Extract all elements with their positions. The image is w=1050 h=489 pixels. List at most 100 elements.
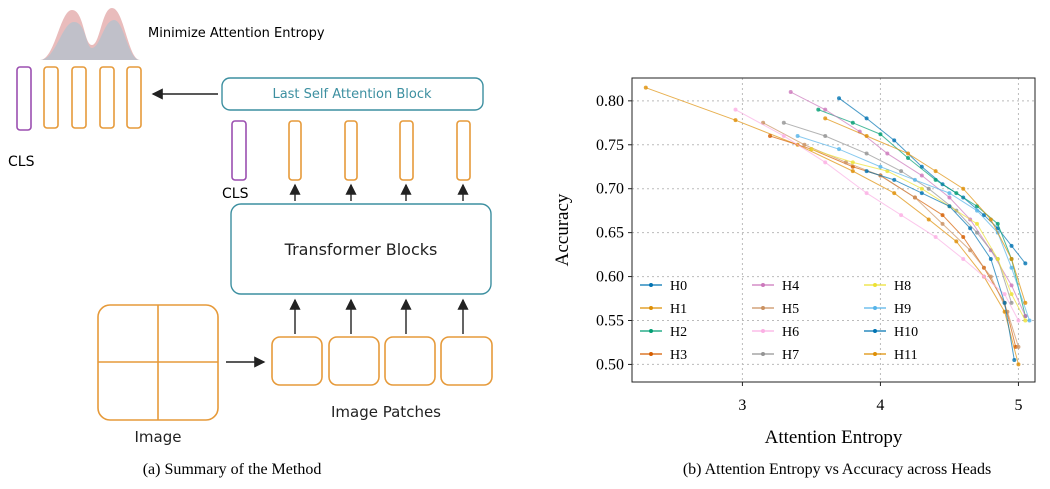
data-point [823,160,827,164]
data-point [851,169,855,173]
legend-label: H2 [670,325,687,340]
data-point [975,209,979,213]
data-point [803,143,807,147]
patches-label: Image Patches [331,403,441,421]
legend-marker [761,352,765,356]
data-point [920,191,924,195]
data-point [1016,318,1020,322]
data-point [1010,257,1014,261]
legend-marker [649,352,653,356]
data-point [1012,358,1016,362]
series-line [839,98,1025,263]
y-tick-label: 0.65 [596,225,624,242]
y-tick-label: 0.50 [596,356,624,373]
data-point [1010,283,1014,287]
token [100,67,114,128]
patch [329,337,379,385]
legend-marker [873,352,877,356]
caption: (a) Summary of the Method [143,461,322,478]
data-point [947,204,951,208]
data-point [968,226,972,230]
legend-label: H1 [670,302,687,317]
data-point [851,160,855,164]
data-point [982,275,986,279]
data-point [823,134,827,138]
data-point [768,134,772,138]
token [289,121,301,180]
y-tick-label: 0.80 [596,93,624,110]
x-tick-label: 3 [738,397,746,414]
caption: (b) Attention Entropy vs Accuracy across… [683,461,991,478]
legend-label: H11 [894,348,918,363]
cls-token [232,121,246,180]
data-point [934,169,938,173]
data-point [734,118,738,122]
block-label: Transformer Blocks [284,240,438,259]
token [400,121,413,180]
series-line [646,88,1019,365]
legend-label: H6 [782,325,799,340]
figure: Minimize Attention Entropy CLS Last Self… [0,0,1050,489]
data-point [920,187,924,191]
data-point [927,217,931,221]
data-point [975,231,979,235]
legend-label: H4 [782,279,799,294]
block-label: Last Self Attention Block [272,87,432,102]
data-point [865,152,869,156]
x-tick-label: 5 [1014,397,1022,414]
y-tick-label: 0.70 [596,181,624,198]
data-point [851,121,855,125]
data-point [920,174,924,178]
legend-label: H10 [894,325,918,340]
data-point [906,156,910,160]
data-point [989,257,993,261]
patch [441,337,492,385]
y-tick-label: 0.55 [596,312,624,329]
data-point [892,191,896,195]
legend-label: H3 [670,348,687,363]
legend-marker [649,306,653,310]
data-point [823,108,827,112]
patch [272,337,322,385]
data-point [954,191,958,195]
data-point [906,152,910,156]
data-point [941,222,945,226]
data-point [892,138,896,142]
data-point [809,147,813,151]
x-tick-label: 4 [876,397,884,414]
data-point [1023,318,1027,322]
data-point [1003,292,1007,296]
data-point [837,96,841,100]
data-point [934,178,938,182]
data-point [1027,318,1031,322]
data-point [996,257,1000,261]
series-line [736,110,1019,321]
method-diagram: Minimize Attention Entropy CLS Last Self… [8,8,492,446]
data-point [734,108,738,112]
data-point [892,178,896,182]
data-point [913,178,917,182]
data-point [899,169,903,173]
data-point [865,169,869,173]
cls-label: CLS [8,154,35,170]
data-point [941,213,945,217]
data-point [961,187,965,191]
data-point [934,235,938,239]
y-axis-label: Accuracy [552,193,573,266]
data-point [961,235,965,239]
data-point [782,121,786,125]
legend-marker [649,329,653,333]
token [345,121,357,180]
data-point [996,222,1000,226]
data-point [947,195,951,199]
x-axis-label: Attention Entropy [765,427,903,448]
data-point [899,213,903,217]
data-point [1010,301,1014,305]
cls-token [17,67,31,130]
token [72,67,86,128]
data-point [989,217,993,221]
distribution [40,20,140,60]
image-label: Image [135,428,182,446]
data-point [865,191,869,195]
legend-marker [873,329,877,333]
